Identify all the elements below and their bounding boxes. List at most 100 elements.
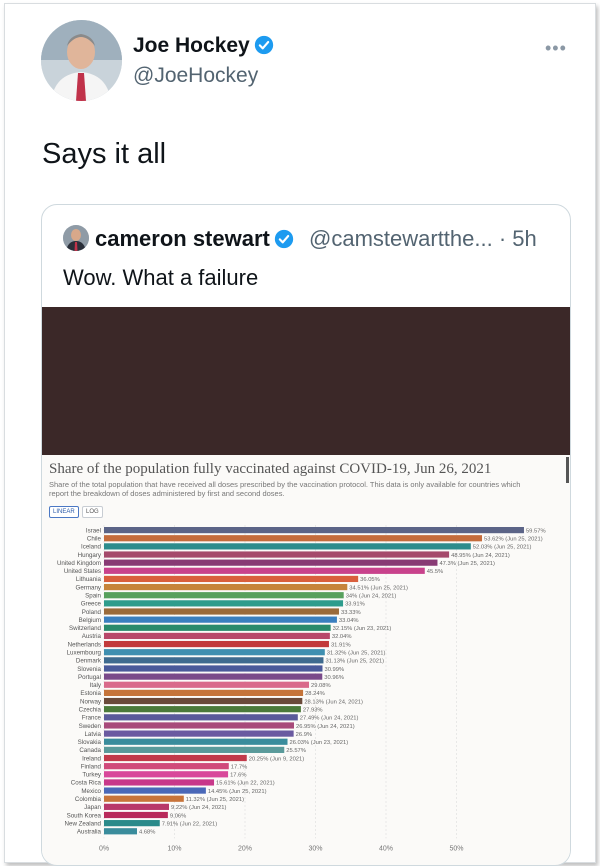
quoted-author-name-text[interactable]: cameron stewart	[95, 226, 270, 251]
country-label: Canada	[79, 747, 101, 754]
country-label: Mexico	[81, 788, 101, 795]
country-label: Poland	[82, 609, 102, 616]
bar	[104, 624, 331, 631]
value-label: 36.05%	[360, 577, 380, 583]
value-label: 31.91%	[331, 642, 351, 648]
value-label: 25.57%	[286, 748, 306, 754]
bar	[104, 803, 170, 810]
bar	[104, 722, 294, 729]
country-label: Slovakia	[78, 739, 102, 746]
bar	[104, 754, 247, 762]
value-label: 9.22% (Jun 24, 2021)	[171, 805, 226, 811]
bar	[104, 535, 483, 542]
linear-toggle[interactable]: LINEAR	[49, 506, 79, 518]
bar	[104, 706, 301, 713]
country-label: Spain	[85, 593, 101, 600]
value-label: 33.33%	[341, 610, 361, 616]
country-label: Ireland	[82, 755, 101, 762]
country-label: Hungary	[78, 552, 102, 559]
value-label: 30.96%	[324, 675, 344, 681]
chart-subtitle: Share of the total population that have …	[49, 480, 521, 498]
bar	[104, 649, 325, 656]
bar	[104, 681, 310, 688]
x-tick-label: 30%	[308, 845, 322, 852]
country-label: Slovenia	[77, 666, 101, 673]
quoted-tweet[interactable]: cameron stewart @camstewartthe... · 5h W…	[41, 204, 571, 866]
country-label: New Zealand	[65, 820, 102, 827]
value-label: 53.62% (Jun 25, 2021)	[484, 537, 543, 543]
bar	[104, 738, 288, 745]
country-label: Lithuania	[76, 576, 102, 583]
country-label: Germany	[76, 584, 102, 591]
country-label: Australia	[77, 829, 102, 836]
country-label: Sweden	[79, 723, 102, 730]
bar	[104, 551, 450, 558]
value-label: 27.49% (Jun 24, 2021)	[300, 716, 359, 722]
quoted-author-avatar[interactable]	[63, 225, 89, 251]
value-label: 7.91% (Jun 22, 2021)	[162, 821, 217, 827]
tweet-card: Joe Hockey @JoeHockey ••• Says it all ca…	[4, 3, 596, 866]
value-label: 26.9%	[296, 732, 312, 738]
vaccination-bar-chart: 0% 10% 20% 30% 40% 50% Israel 59.57% Chile 53.62%…	[57, 525, 546, 852]
bar	[104, 592, 344, 599]
value-label: 34.51% (Jun 25, 2021)	[349, 585, 408, 591]
bar	[104, 600, 344, 607]
quoted-handle[interactable]: @camstewartthe...	[309, 226, 493, 251]
value-label: 52.03% (Jun 25, 2021)	[473, 545, 532, 551]
bar	[104, 746, 285, 753]
value-label: 30.99%	[324, 667, 344, 673]
quoted-tweet-text: Wow. What a failure	[63, 265, 259, 290]
chart-image[interactable]: Share of the population fully vaccinated…	[42, 455, 570, 865]
bar	[104, 657, 324, 664]
country-label: Luxembourg	[67, 650, 102, 657]
value-label: 31.13% (Jun 25, 2021)	[325, 659, 384, 665]
x-tick-label: 0%	[99, 845, 109, 852]
bar	[104, 820, 160, 827]
log-toggle[interactable]: LOG	[82, 506, 103, 518]
author-name[interactable]: Joe Hockey	[133, 34, 274, 61]
value-label: 45.5%	[427, 569, 443, 575]
value-label: 33.04%	[339, 618, 359, 624]
bar	[104, 771, 229, 778]
bar	[104, 543, 471, 550]
x-tick-label: 50%	[449, 845, 463, 852]
verified-icon	[254, 35, 274, 61]
author-name-text[interactable]: Joe Hockey	[133, 34, 250, 57]
country-label: Colombia	[75, 796, 102, 803]
bar	[104, 787, 206, 794]
x-tick-label: 20%	[238, 845, 252, 852]
value-label: 34% (Jun 24, 2021)	[346, 594, 397, 600]
tweet-text: Says it all	[42, 138, 167, 170]
bar	[104, 697, 303, 705]
author-handle[interactable]: @JoeHockey	[133, 64, 259, 87]
media-dark-region[interactable]	[42, 307, 570, 455]
quoted-handle-time[interactable]: @camstewartthe... · 5h	[309, 226, 537, 252]
country-label: Belgium	[79, 617, 101, 624]
bar	[104, 567, 425, 574]
bar	[104, 714, 298, 721]
value-label: 29.08%	[311, 683, 331, 689]
value-label: 17.6%	[230, 773, 246, 779]
country-label: Costa Rica	[71, 780, 102, 787]
country-label: Estonia	[80, 690, 101, 697]
country-label: Japan	[84, 804, 101, 811]
quoted-time[interactable]: · 5h	[498, 226, 537, 251]
bar	[104, 689, 304, 696]
bar	[104, 559, 438, 566]
country-label: Finland	[81, 763, 102, 770]
more-options-icon[interactable]: •••	[545, 38, 567, 58]
country-label: Switzerland	[69, 625, 102, 632]
country-label: Turkey	[82, 772, 102, 779]
bar	[104, 730, 294, 737]
bar	[104, 811, 168, 819]
country-label: Netherlands	[68, 641, 101, 648]
value-label: 14.45% (Jun 25, 2021)	[208, 789, 267, 795]
author-avatar-image	[41, 20, 122, 101]
x-tick-label: 40%	[379, 845, 393, 852]
author-avatar[interactable]	[41, 20, 122, 101]
quoted-author-name[interactable]: cameron stewart	[95, 226, 294, 255]
bar	[104, 779, 215, 786]
value-label: 59.57%	[526, 528, 546, 534]
chart-title: Share of the population fully vaccinated…	[49, 461, 492, 477]
bar	[104, 828, 137, 835]
